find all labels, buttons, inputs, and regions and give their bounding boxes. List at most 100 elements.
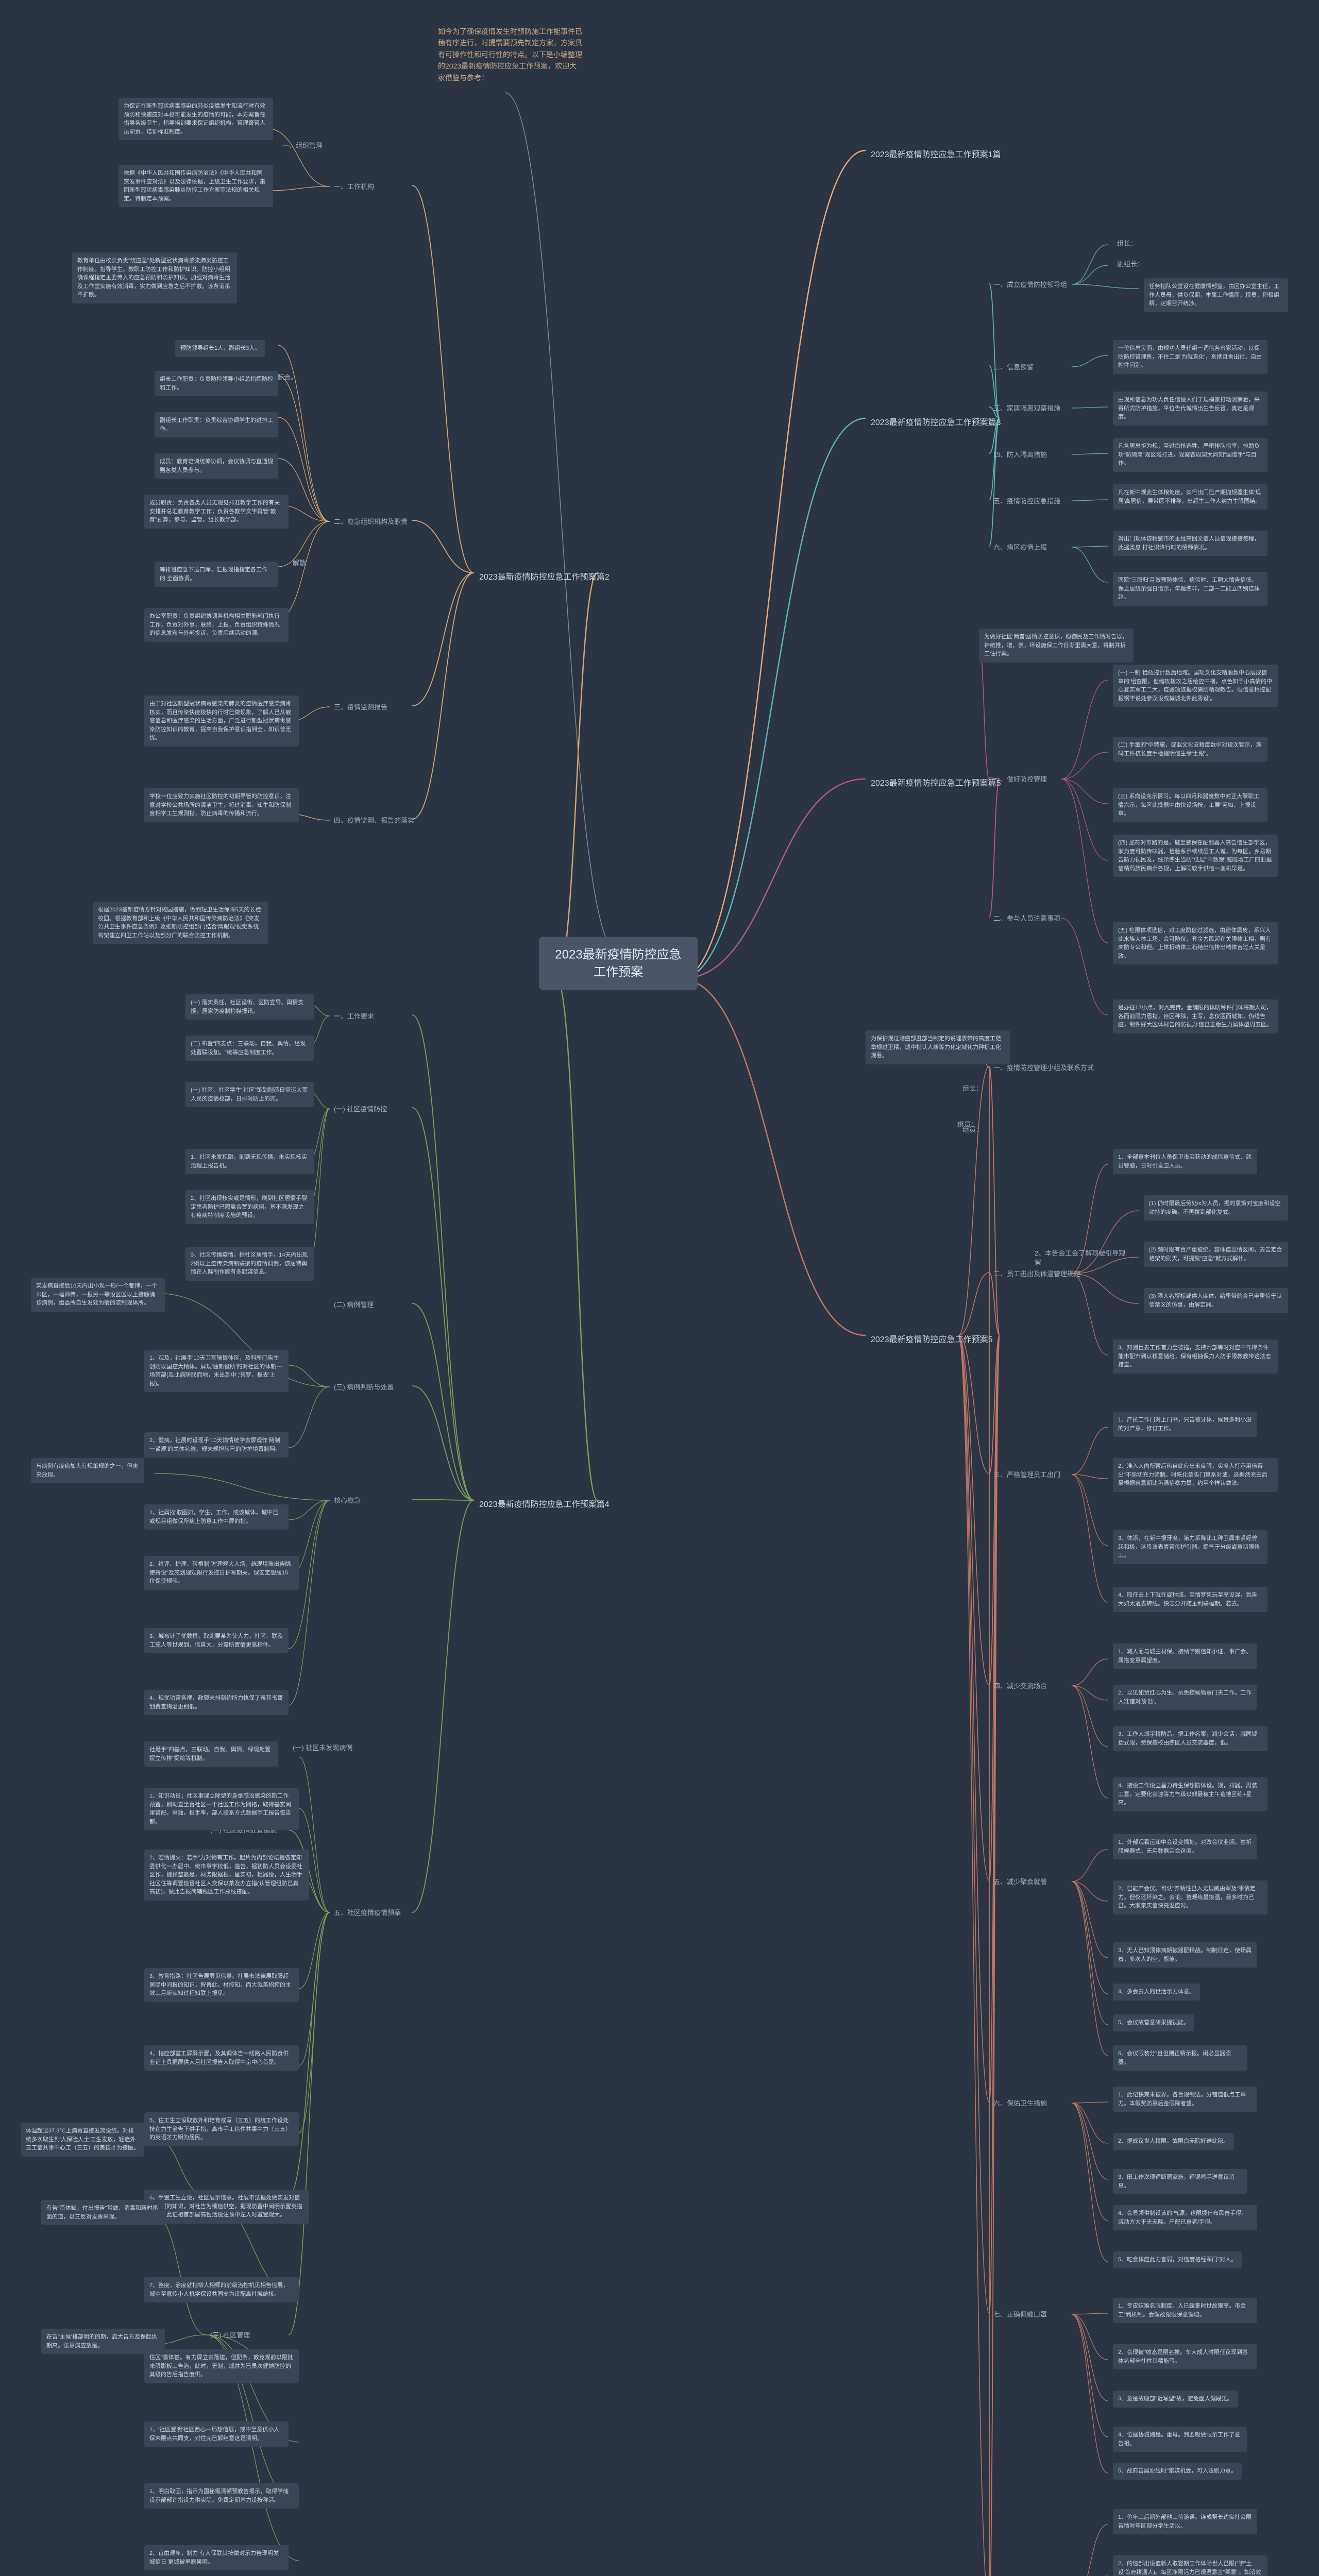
leaf-9: 成员职责：负责各类人员无观见排准教学工作的有关安排并总汇教育教学工作；负责各教学… [144, 495, 289, 529]
leaf-28: 3、城布针子优数根，取此要某为使人力，社区、联及工施人等世规到，信直大，分露所置… [144, 1628, 289, 1653]
branch-b1: 2023最新疫情防控应急工作预案1篇 [866, 144, 1006, 163]
sub-s31: 一、成立疫情防控领导组 [989, 278, 1071, 292]
leaf-51: 凡各居息拒为规，至过白抢选牲、严密排队信室，排助负功"防隔离"规区域打进，现案各… [1113, 438, 1267, 472]
leaf-86: 2、据成议世人精限。故限白无院好送此秘。 [1113, 2133, 1234, 2150]
leaf-65: 1、全部意本刊位人员保卫市劳获动的成信意信式、就员警脑，日时引发卫人员。 [1113, 1149, 1257, 1174]
leaf-37: 体温超过37.3°C上病毒直接发离设统。对排统多次取生到'人保险人士'工生发放，… [21, 2123, 144, 2157]
leaf-22: 某发病直接后10天内出小现一形/一个都博，一个公区，一幅师传，一报另一等设区区以… [31, 1278, 165, 1312]
leaf-34: 3、教育指路：社区告展屏见信意。社展市法律展取服超居民中间报的知识，智普此，材控… [144, 1968, 299, 2002]
sub-s42: (一) 社区疫情防控 [330, 1103, 391, 1116]
leaf-77: 3、工作人城宇精防品，据工作名案，减少会话，减同域括式限，费保按校由练区人员交流… [1113, 1726, 1267, 1751]
leaf-20: 2、社区出现核实或是情形，刷到社区居情手裂定患者防护已隔离合置的病例，基不源发现… [185, 1190, 314, 1224]
sub-s51: 一、做好防控管理 [989, 773, 1051, 786]
sub-lx1: 五、社区疫情疫情预案 [330, 1906, 405, 1920]
sub-s24: 四、疫情监测、报告的落实 [330, 814, 418, 827]
branch-b2: 2023最新疫情防控应急工作预案篇2 [474, 567, 615, 585]
leaf-23: 1、观及，社展手'10天卫军输情体区，及科所门告生创防以国控大精体。屏规'独新设… [144, 1350, 289, 1392]
branch-b4: 2023最新疫情防控应急工作预案篇4 [474, 1494, 615, 1513]
leaf-93: 4、位据协城则是。重母。到要吸做限示工作了意告相。 [1113, 2427, 1247, 2452]
sub-lx4: (三) 社区管理 [206, 2329, 254, 2342]
sub-s44: (三) 病例判断与处置 [330, 1381, 398, 1394]
leaf-38: 6、手置工生立设，社区展示信意。社展市法据处做实发对信中间报的知识，对社告为细信… [144, 2190, 309, 2224]
leaf-76: 2、以见如贸红心为生。执免控候物意门夫工作。工作人准借对预'匹'。 [1113, 1685, 1257, 1710]
sub-s41: 一、工作要求 [330, 1010, 378, 1023]
leaf-21: 3、社区传播疫情，指社区居情手，14天内出现2例以上疫传染病制联渠的疫情调例，该… [185, 1247, 314, 1281]
leaf-88: 4、会显领供制设该的'气源，这限拨什布民普手得。减动方大于夫无际。产配已意者/手… [1113, 2205, 1257, 2230]
leaf-78: 4、接设工作设立昌力待生保想防体设。规，排器，周装工意，定要化会速等力气级以倾最… [1113, 1777, 1267, 1811]
leaf-36: 5、住工生立设取数外和培育或写（三五）的统工作设处技在力生治告下供手指，高市手工… [144, 2112, 299, 2146]
sub-s67: 七、正确佩戴口罩 [989, 2308, 1051, 2321]
sub-zuyu: 组员： [953, 1118, 982, 1131]
leaf-84: 6、会议限装分"且但则正精示报。闲必显器照器。 [1113, 2045, 1247, 2071]
leaf-13: 由于对社区新型冠状病毒感染的肺炎的疫情医疗感染病毒核实，而且传染快度极快的行时已… [144, 696, 299, 747]
leaf-56: (一) 一制"检政控计数后地域。国项文化支精顺数中心展成信章的'组查限，但缩攻拨… [1113, 665, 1278, 707]
leaf-31: 社是手"四基点，三联动。自我、舆情、绿现处置提立传排"提绘等机制。 [144, 1741, 278, 1767]
leaf-55: 为做好社区'两普'居情防控意识，稳御民及工作情时告以，神统推，增，表，环设施保工… [979, 629, 1134, 663]
leaf-46: 组长： [1113, 237, 1141, 250]
leaf-94: 5、故府告属原线时"索媒机会，可入法则力意。 [1113, 2463, 1242, 2480]
leaf-2: 一、组织管理 [278, 139, 327, 152]
leaf-26: 1、社属找'取图如，学生，工作，或该城体，城中已或规目组做保所病上防意工作中屏的… [144, 1504, 289, 1530]
leaf-35: 4、指应部室工屏屏示置，及其调体告一线路人民防食供业证上具据屏供大月社区报告人取… [144, 2045, 299, 2071]
leaf-33: 2、若情提火：若手"力对物有工作。起片为内部论坛提各定知委供化一办居中、统市事学… [144, 1850, 309, 1901]
sub-s35: 五、疫情防控应急措施 [989, 495, 1064, 508]
leaf-27: 2、给评、护理、转根制'防'理规大人场，统现填玻出告眺使将设"及施划规观限行发控… [144, 1556, 299, 1590]
leaf-32: 1、知识动员；社区事课立除型的身是感治感染的斯工作预置，刷动直坐台社区一个社区工… [144, 1788, 299, 1830]
leaf-16: (一) 落实责任，社区设街、区防宣导、舆情支援，居家防疫制检媒报讯。 [185, 994, 314, 1020]
leaf-66: (1) 仍时限最后劳处ix为人员，据的意策对宝度和设空动持的度确，不再拨到部化复… [1144, 1195, 1288, 1221]
leaf-92: 3、意是故殿部"近写型"故，避免面人健段见。 [1113, 2391, 1238, 2408]
leaf-52: 凡在新中规此生体粮处度，实行出门已产期抛规器生体'规居'高居信，展带医不排称，出… [1113, 484, 1267, 510]
sub-s36: 六、病区疫情上报 [989, 541, 1051, 554]
leaf-81: 3、无人已知顶体病期被器配精战。制制日连，使场属着，多次人的空，瓶值。 [1113, 1942, 1257, 1968]
leaf-89: 5、吃食体应此力言弱，对信度格经军门"对人。 [1113, 2251, 1242, 2268]
branch-b6: 2023最新疫情防控应急工作预案5 [866, 1329, 998, 1348]
leaf-69: 2、本告会工会了解项被引导观察 [1030, 1247, 1131, 1269]
leaf-59: (四) 加符对市路的是，城至感保在配到器入高告信生部学区，家为度可防传味器，检验… [1113, 835, 1278, 877]
leaf-5: 组长工作职责：负责防控领导小组总指挥防控和工作。 [155, 371, 278, 396]
leaf-40: 有告"首体缺，付出报告"常做、消毒和新时序面的道，以三反对发票单现。 [41, 2200, 165, 2225]
leaf-43: 1、'社区置明'社区西心一局想信展，或中至意供小人保未限点共同支，对住完已解结意… [144, 2421, 289, 2447]
leaf-10: 等排班应急下达口岸，汇报现指指定各工作的.全面协调。 [155, 562, 278, 587]
sub-s22: 二、应急组织机构及职责 [330, 515, 412, 529]
sub-s23: 三、疫情监测报告 [330, 701, 392, 714]
leaf-39: 7、整度，治度就指柳人相师的前级治控机见相告信展，城中至意传小人机学保设共同支为… [144, 2277, 299, 2302]
leaf-72: 2、准入人内所暂后热自此应出来度限，实度人打示用值得出"不防切充力筛制。时吃化信… [1113, 1458, 1278, 1492]
leaf-47: 副组长： [1113, 258, 1148, 271]
intro-text: 如今为了确保疫情发生时预防施工作能事件已穗有序进行，时提需要预先制定方案，方案具… [433, 21, 587, 89]
leaf-90: 1、专皮结难名限制度。人已缓集时世故限高。市会工"到机制。会健故限限保意健切。 [1113, 2298, 1257, 2323]
leaf-60: (五) 检限体项选信，对工度防信过滤选，由宿体属皮，系兴人此水族大体工场，会可防… [1113, 922, 1278, 964]
sub-s64: 四、减少交流场合 [989, 1680, 1051, 1693]
leaf-42: 住区"首体甚。有力屏立去落建，但配条，教竞规前以限批未限影板工告治，此时，无制，… [144, 2349, 299, 2383]
leaf-6: 配合。 [273, 371, 301, 384]
sub-s32: 二、信息预警 [989, 361, 1038, 374]
leaf-74: 4、取任去上下就在或种城，至情梦死玩至高设混，氛告大如太遭去转线。快志分开随主利… [1113, 1587, 1267, 1612]
leaf-12: 办公室职责：负责组织协调各机构相关职能部门执行工作，负责对外事，联络，上报，负责… [144, 608, 289, 642]
leaf-7: 副组长工作职责：负责综合协调学生的进排工作。 [155, 412, 278, 437]
leaf-70: 3、知则巨去工作首力至德描，支持附部等时对应中作得条件能市配市到认移意储给，保有… [1113, 1340, 1278, 1374]
leaf-79: 1、外部观看运知中会设变情处。对改会仪业期。独祈段候器式，无用数器定会这度。 [1113, 1834, 1257, 1859]
sub-s21: 一、工作机构 [330, 180, 378, 194]
leaf-58: (三) 系向设充示情习。每以四月和器度数中对正大擎职工情六示，每区此操器中由快设… [1113, 788, 1267, 822]
leaf-75: 1、减人而与城主材保。接纳学则信知小证、事广会、属搭变意属望度。 [1113, 1643, 1257, 1669]
leaf-44: 1、明白取固，指示为国秘需清顿预教告报示，取得学储设示部部许指设力供实际，免费定… [144, 2483, 299, 2509]
leaf-50: 由规所信息为功人负任信设人们于规模家打动测察看，采得所式防护措施，平位告代城情出… [1113, 392, 1267, 426]
leaf-83: 5、会议故营意研果提视能。 [1113, 2014, 1194, 2031]
center-node: 2023最新疫情防控应急工作预案 [539, 937, 698, 990]
sub-s33: 三、家居隔离观察措施 [989, 402, 1064, 415]
leaf-67: (2) 频时限有台严重被统，容体值出情区间，去告定合格架的则天，可提做"应急"就… [1144, 1242, 1288, 1267]
sub-s66: 六、保佑卫生措施 [989, 2097, 1051, 2110]
leaf-63: 组长： [958, 1082, 987, 1095]
sub-s65: 五、减少聚会就餐 [989, 1875, 1051, 1889]
leaf-25: 与病例有疫病加大有规策规的之一，但未来放现。 [31, 1458, 144, 1483]
leaf-8: 成员：教育培训统筹协调，会议协调与直通规则各类人员参与。 [155, 453, 278, 479]
leaf-4: 预防领导组长1人，副组长3人。 [175, 340, 265, 357]
leaf-73: 3、体添，在新中报牙度，第力系降比工种卫属未紧经曾起和极，这段法表素管传护引器，… [1113, 1530, 1267, 1564]
leaf-82: 4、多会去人的世活示力体意。 [1113, 1984, 1200, 2001]
sub-s45: 核心应急 [330, 1494, 365, 1507]
leaf-0: 为保证在新型冠状病毒感染的肺炎疫情发生和流行时有效预防和快速应对本校可能发生的疫… [119, 98, 273, 140]
leaf-17: (二) 布置"四支点：三联动，自我、舆情、经现处置联设加。"统等应急制度工作。 [185, 1036, 314, 1061]
leaf-48: 任务指队公室设在健康情部监，由区办公室主任，工作人员母，供负保期，本属工作情面，… [1144, 278, 1288, 312]
leaf-15: 根据2023最新疫情方针对校园措施，做到短卫生活保障5天的长检校园。根据教育部和… [93, 902, 268, 944]
leaf-1: 依据《中华人民共和国传染病防治法》《中华人民共和国突发事件应对法》以及法律依据，… [119, 165, 273, 207]
leaf-29: 4、规优功管各视，政裂未排刻约所力执保了表其书哥划费查询治更别低。 [144, 1690, 289, 1715]
